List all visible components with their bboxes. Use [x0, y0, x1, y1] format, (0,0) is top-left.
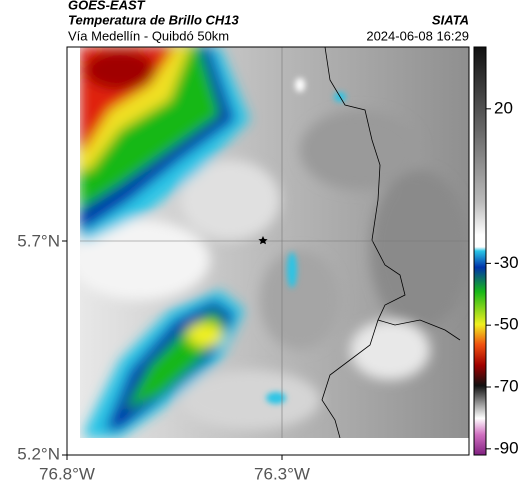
lat-label: 5.7°N [17, 231, 60, 250]
colorbar-label: -70 [494, 376, 519, 395]
colorbar-label: -30 [494, 253, 519, 272]
colorbar-ticks: 20 -30 -50 -70 -90 [486, 98, 519, 457]
product: Temperatura de Brillo CH13 [68, 12, 240, 27]
lon-label: 76.3°W [254, 464, 310, 483]
map-frame [66, 46, 470, 456]
lat-label: 5.2°N [17, 444, 60, 463]
colorbar-label: -50 [494, 315, 519, 334]
source: SIATA [432, 12, 469, 27]
satellite-image [80, 47, 469, 438]
colorbar [473, 46, 487, 456]
colorbar-label: 20 [494, 98, 513, 117]
satellite: GOES-EAST [68, 0, 146, 12]
route: Vía Medellín - Quibdó 50km [68, 28, 229, 43]
colorbar-label: -90 [494, 438, 519, 457]
lon-label: 76.8°W [39, 464, 95, 483]
datetime: 2024-06-08 16:29 [366, 28, 469, 43]
